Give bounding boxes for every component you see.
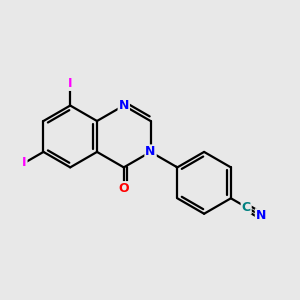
Text: I: I [68, 77, 73, 90]
Text: N: N [256, 209, 266, 222]
Text: I: I [22, 157, 27, 169]
Text: N: N [118, 99, 129, 112]
Text: N: N [146, 146, 156, 158]
Text: O: O [118, 182, 129, 195]
Text: C: C [242, 201, 251, 214]
